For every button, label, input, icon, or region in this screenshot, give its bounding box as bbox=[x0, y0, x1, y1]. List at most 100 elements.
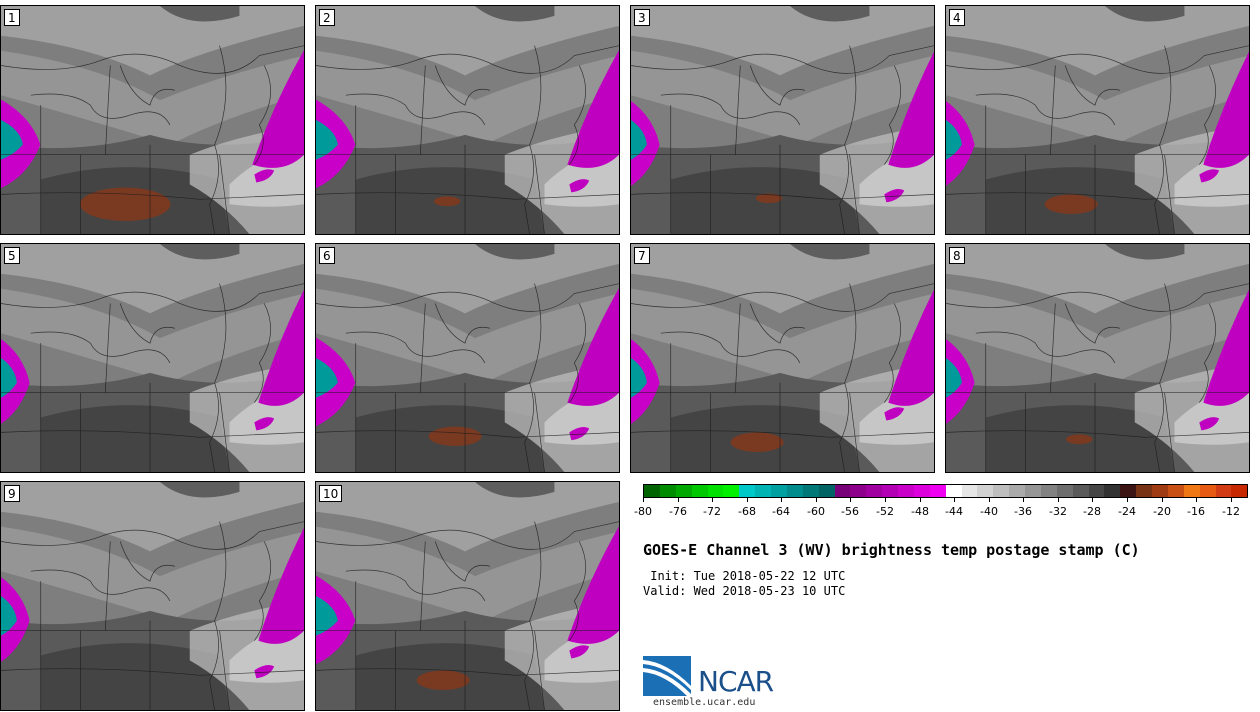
panel-number-label: 4 bbox=[949, 9, 965, 26]
colorbar-swatch bbox=[913, 485, 930, 497]
colorbar-swatch bbox=[659, 485, 676, 497]
water-vapor-map bbox=[1, 6, 304, 234]
ensemble-member-panel: 8 bbox=[945, 243, 1250, 473]
colorbar-tick-label: -52 bbox=[876, 505, 894, 518]
colorbar-swatch bbox=[1136, 485, 1152, 497]
colorbar-tick bbox=[643, 498, 644, 502]
ensemble-member-panel: 4 bbox=[945, 5, 1250, 235]
init-time: Init: Tue 2018-05-22 12 UTC bbox=[643, 569, 846, 583]
colorbar-tick-label: -12 bbox=[1222, 505, 1240, 518]
colorbar-tick bbox=[816, 498, 817, 502]
water-vapor-map bbox=[631, 244, 934, 472]
ncar-logo-text: NCAR bbox=[698, 665, 774, 698]
colorbar-swatch bbox=[644, 485, 660, 497]
colorbar-tick bbox=[954, 498, 955, 502]
colorbar-swatch bbox=[755, 485, 771, 497]
colorbar-swatch bbox=[786, 485, 803, 497]
colorbar-tick-label: -32 bbox=[1049, 505, 1067, 518]
website-url[interactable]: ensemble.ucar.edu bbox=[653, 697, 756, 708]
ensemble-member-panel: 6 bbox=[315, 243, 620, 473]
colorbar-tick bbox=[1196, 498, 1197, 502]
colorbar-swatch bbox=[723, 485, 740, 497]
colorbar-tick-label: -20 bbox=[1153, 505, 1171, 518]
panel-number-label: 3 bbox=[634, 9, 650, 26]
colorbar-tick bbox=[1092, 498, 1093, 502]
colorbar-swatch bbox=[1152, 485, 1168, 497]
colorbar-tick-label: -68 bbox=[738, 505, 756, 518]
colorbar-tick-label: -16 bbox=[1187, 505, 1205, 518]
colorbar-swatch bbox=[929, 485, 946, 497]
colorbar-swatch bbox=[1167, 485, 1184, 497]
water-vapor-map bbox=[946, 244, 1249, 472]
colorbar-tick-label: -36 bbox=[1014, 505, 1032, 518]
figure-title: GOES-E Channel 3 (WV) brightness temp po… bbox=[643, 541, 1140, 559]
ensemble-member-panel: 7 bbox=[630, 243, 935, 473]
colorbar-tick-label: -44 bbox=[945, 505, 963, 518]
colorbar-swatch bbox=[1009, 485, 1025, 497]
panel-number-label: 9 bbox=[4, 485, 20, 502]
colorbar-swatch bbox=[961, 485, 978, 497]
ensemble-member-panel: 9 bbox=[0, 481, 305, 711]
colorbar-swatch bbox=[1040, 485, 1057, 497]
colorbar-swatch bbox=[1025, 485, 1041, 497]
colorbar-swatch bbox=[675, 485, 692, 497]
ensemble-member-panel: 5 bbox=[0, 243, 305, 473]
colorbar-swatch bbox=[977, 485, 994, 497]
colorbar-swatch bbox=[802, 485, 819, 497]
colorbar-swatch bbox=[1231, 485, 1248, 497]
water-vapor-map bbox=[631, 6, 934, 234]
colorbar-swatch bbox=[993, 485, 1010, 497]
colorbar-swatch bbox=[1215, 485, 1232, 497]
panel-number-label: 5 bbox=[4, 247, 20, 264]
ensemble-member-panel: 1 bbox=[0, 5, 305, 235]
colorbar-swatch bbox=[771, 485, 787, 497]
colorbar-tick-label: -76 bbox=[669, 505, 687, 518]
colorbar-tick-label: -80 bbox=[634, 505, 652, 518]
water-vapor-map bbox=[1, 244, 304, 472]
colorbar-tick bbox=[1231, 498, 1232, 502]
water-vapor-map bbox=[316, 482, 619, 710]
panel-number-label: 6 bbox=[319, 247, 335, 264]
colorbar-tick bbox=[1162, 498, 1163, 502]
colorbar-tick-label: -60 bbox=[807, 505, 825, 518]
ensemble-member-panel: 3 bbox=[630, 5, 935, 235]
panel-number-label: 8 bbox=[949, 247, 965, 264]
colorbar-tick bbox=[712, 498, 713, 502]
colorbar-ticks: -80 -76 -72 -68 -64 -60 -56 -52 -48 -44 -40 -36 -32 -… bbox=[634, 498, 1248, 522]
colorbar-swatch bbox=[1183, 485, 1200, 497]
colorbar-swatch bbox=[850, 485, 867, 497]
ensemble-member-panel: 10 bbox=[315, 481, 620, 711]
colorbar-swatch bbox=[1199, 485, 1216, 497]
panel-number-label: 2 bbox=[319, 9, 335, 26]
colorbar-tick bbox=[678, 498, 679, 502]
colorbar-swatch bbox=[1088, 485, 1105, 497]
valid-time: Valid: Wed 2018-05-23 10 UTC bbox=[643, 584, 846, 598]
colorbar-swatch bbox=[882, 485, 898, 497]
panel-number-label: 7 bbox=[634, 247, 650, 264]
colorbar-tick-label: -48 bbox=[911, 505, 929, 518]
colorbar-tick bbox=[1127, 498, 1128, 502]
water-vapor-map bbox=[1, 482, 304, 710]
water-vapor-map bbox=[316, 244, 619, 472]
colorbar-tick-label: -24 bbox=[1118, 505, 1136, 518]
colorbar bbox=[643, 484, 1248, 498]
colorbar-tick bbox=[850, 498, 851, 502]
colorbar-swatch bbox=[707, 485, 724, 497]
colorbar-swatch bbox=[1056, 485, 1073, 497]
colorbar-swatch bbox=[1104, 485, 1121, 497]
colorbar-swatch bbox=[834, 485, 851, 497]
colorbar-swatch bbox=[691, 485, 708, 497]
colorbar-tick bbox=[885, 498, 886, 502]
water-vapor-map bbox=[946, 6, 1249, 234]
colorbar-swatch bbox=[1072, 485, 1089, 497]
ensemble-member-panel: 2 bbox=[315, 5, 620, 235]
colorbar-tick bbox=[1023, 498, 1024, 502]
colorbar-swatch bbox=[945, 485, 962, 497]
colorbar-tick-label: -40 bbox=[980, 505, 998, 518]
colorbar-tick bbox=[781, 498, 782, 502]
colorbar-swatch bbox=[898, 485, 914, 497]
colorbar-tick-label: -64 bbox=[772, 505, 790, 518]
colorbar-tick bbox=[747, 498, 748, 502]
colorbar-swatch bbox=[1120, 485, 1137, 497]
colorbar-tick-label: -28 bbox=[1083, 505, 1101, 518]
